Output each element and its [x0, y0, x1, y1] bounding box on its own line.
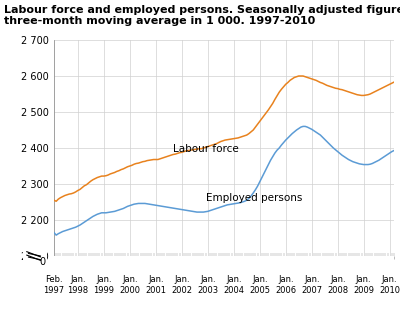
Text: Labour force and employed persons. Seasonally adjusted figures,
three-month movi: Labour force and employed persons. Seaso…: [4, 5, 400, 27]
Text: Labour force: Labour force: [173, 144, 239, 154]
Text: 0: 0: [39, 257, 45, 267]
Text: Employed persons: Employed persons: [206, 193, 302, 203]
Bar: [23, 250, 47, 262]
